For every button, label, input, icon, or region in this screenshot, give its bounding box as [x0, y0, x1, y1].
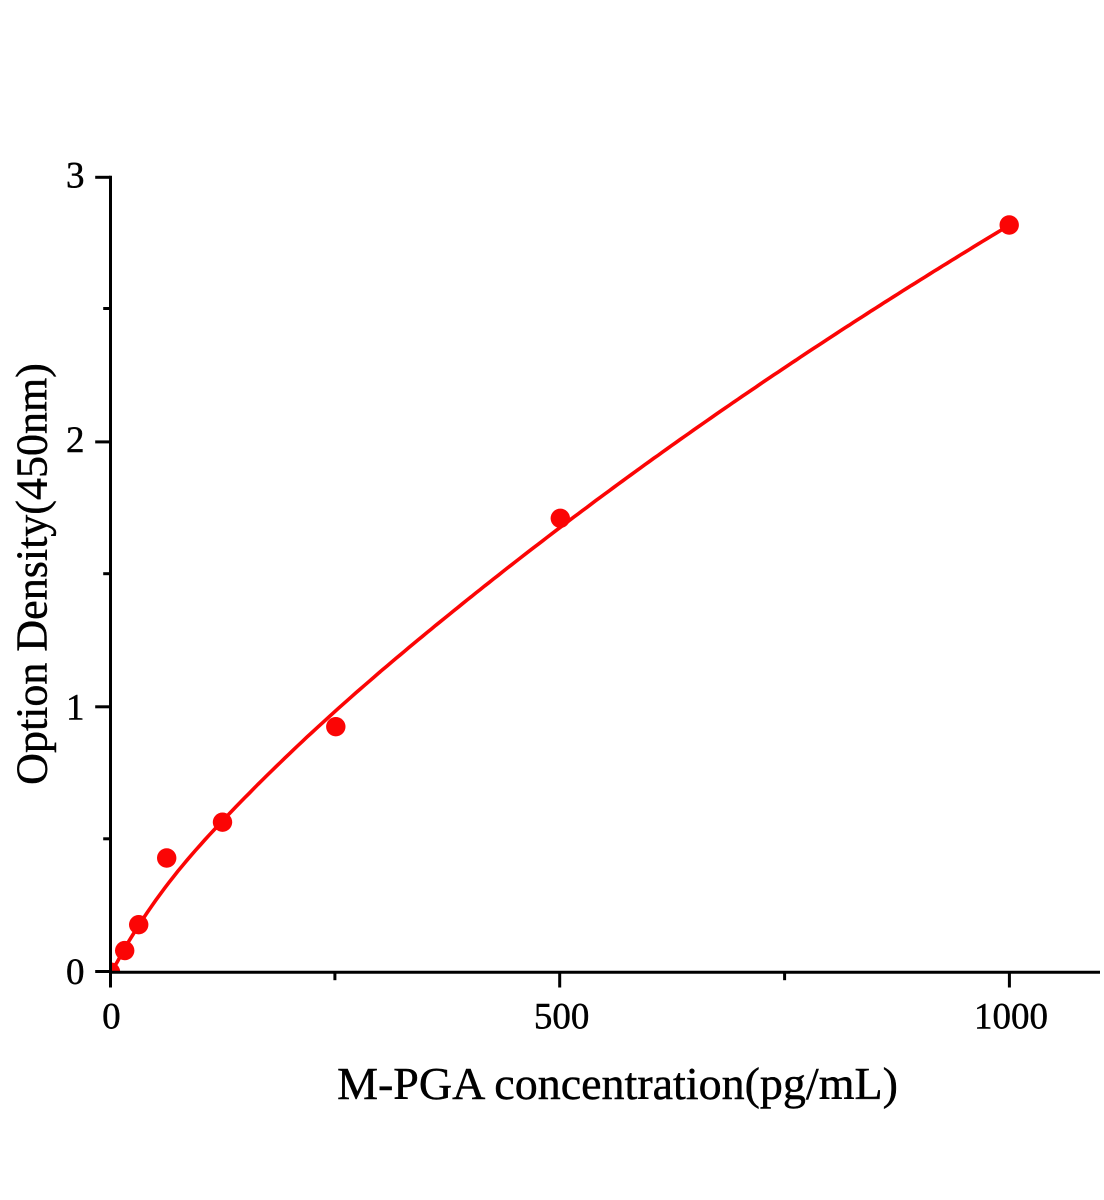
- svg-text:3: 3: [66, 156, 85, 197]
- svg-text:500: 500: [534, 997, 590, 1038]
- svg-text:0: 0: [102, 997, 121, 1038]
- svg-text:M-PGA concentration(pg/mL): M-PGA concentration(pg/mL): [337, 1058, 898, 1109]
- svg-text:1: 1: [66, 687, 85, 728]
- svg-text:2: 2: [66, 420, 85, 461]
- svg-text:Option Density(450nm): Option Density(450nm): [8, 363, 57, 785]
- svg-text:0: 0: [66, 952, 85, 993]
- svg-text:1000: 1000: [974, 997, 1048, 1038]
